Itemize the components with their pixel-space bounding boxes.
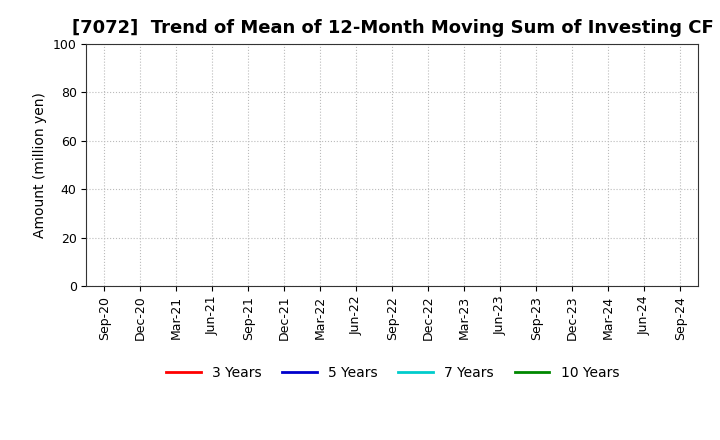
Title: [7072]  Trend of Mean of 12-Month Moving Sum of Investing CF: [7072] Trend of Mean of 12-Month Moving … (71, 19, 714, 37)
Y-axis label: Amount (million yen): Amount (million yen) (33, 92, 48, 238)
Legend: 3 Years, 5 Years, 7 Years, 10 Years: 3 Years, 5 Years, 7 Years, 10 Years (161, 361, 624, 386)
